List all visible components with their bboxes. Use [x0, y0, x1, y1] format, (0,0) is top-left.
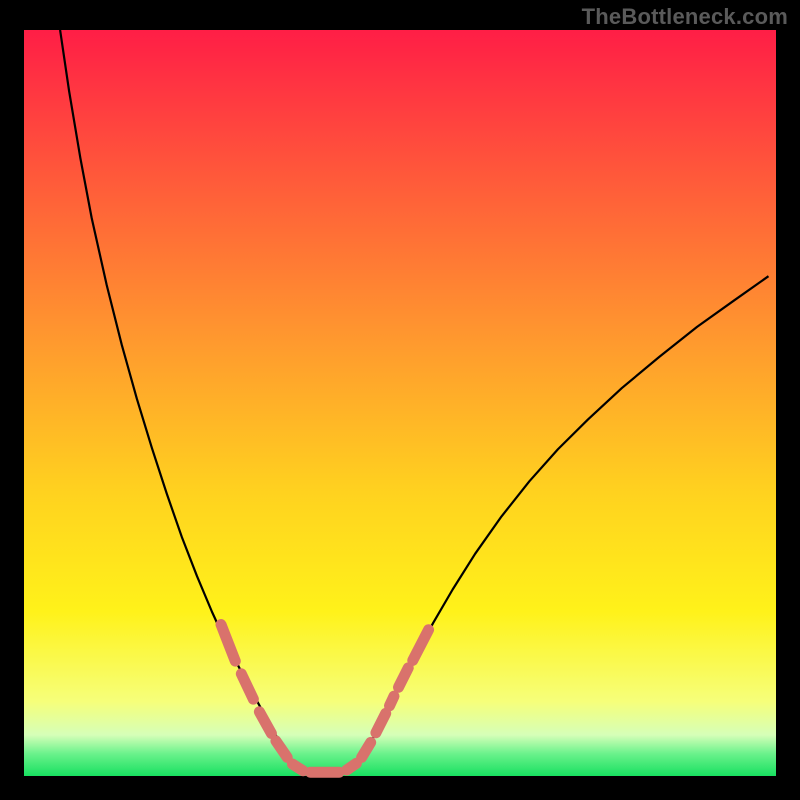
- chart-svg: [0, 0, 800, 800]
- chart-stage: TheBottleneck.com: [0, 0, 800, 800]
- dash-segment: [389, 696, 394, 706]
- plot-background: [24, 30, 776, 776]
- dash-segment: [292, 764, 303, 771]
- watermark-text: TheBottleneck.com: [582, 4, 788, 30]
- dash-segment: [347, 763, 357, 770]
- dash-segment: [362, 742, 371, 757]
